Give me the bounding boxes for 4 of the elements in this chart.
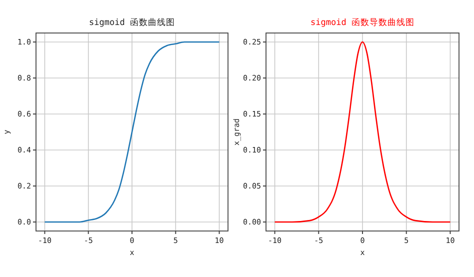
chart-title: sigmoid 函数导数曲线图 [310,17,414,28]
line-series [44,41,220,223]
line-series [274,41,451,223]
chart-title: sigmoid 函数曲线图 [89,17,175,28]
